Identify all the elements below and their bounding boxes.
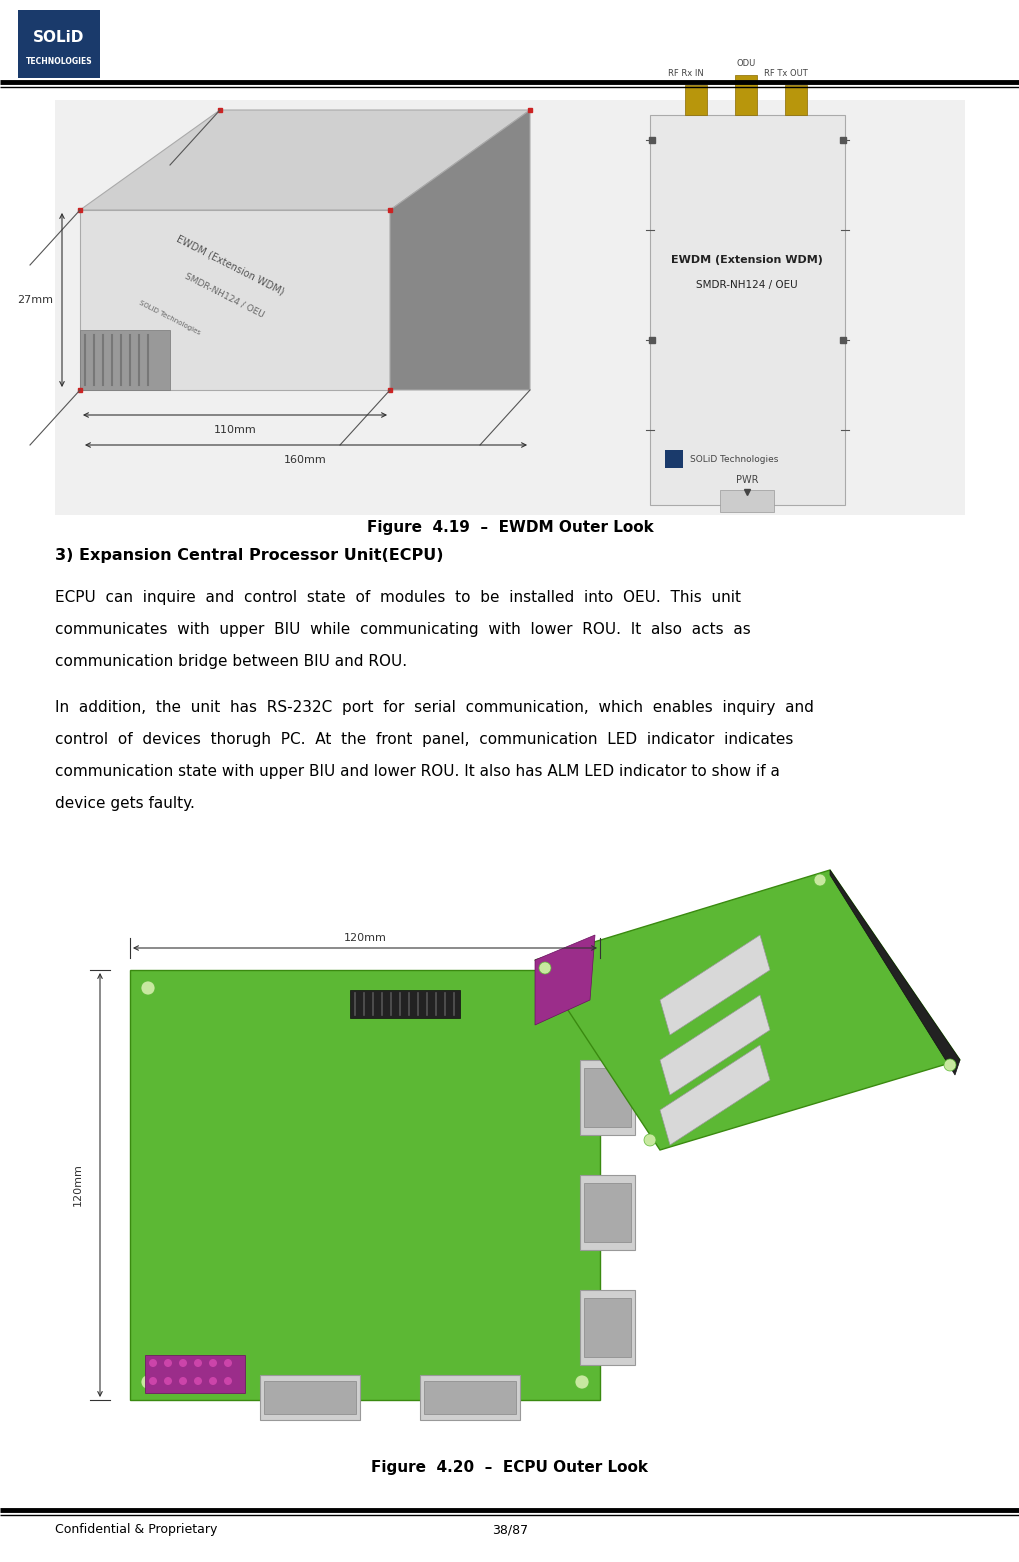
Polygon shape [659, 1045, 769, 1145]
Bar [264, 1381, 356, 1414]
Circle shape [141, 981, 155, 995]
Text: RF Rx IN: RF Rx IN [667, 69, 703, 78]
Bar [719, 490, 773, 512]
Text: device gets faulty.: device gets faulty. [55, 797, 195, 811]
Circle shape [538, 962, 550, 975]
Bar [685, 84, 706, 116]
Polygon shape [535, 936, 594, 1025]
Text: Figure  4.20  –  ECPU Outer Look: Figure 4.20 – ECPU Outer Look [371, 1460, 648, 1475]
Polygon shape [829, 870, 959, 1075]
Bar [350, 990, 460, 1018]
Circle shape [178, 1359, 186, 1367]
Circle shape [575, 981, 588, 995]
Text: EWDM (Extension WDM): EWDM (Extension WDM) [174, 233, 285, 297]
Bar [584, 1068, 631, 1128]
Circle shape [164, 1378, 172, 1385]
Circle shape [149, 1359, 157, 1367]
Circle shape [813, 875, 825, 886]
Polygon shape [389, 109, 530, 390]
Polygon shape [129, 970, 599, 1400]
Circle shape [141, 1375, 155, 1389]
Text: SMDR-NH124 / OEU: SMDR-NH124 / OEU [183, 272, 266, 319]
Text: 3) Expansion Central Processor Unit(ECPU): 3) Expansion Central Processor Unit(ECPU… [55, 548, 443, 562]
Bar [79, 330, 170, 390]
Circle shape [194, 1378, 202, 1385]
Text: communicates  with  upper  BIU  while  communicating  with  lower  ROU.  It  als: communicates with upper BIU while commun… [55, 622, 750, 637]
Circle shape [643, 1134, 655, 1147]
Bar [580, 1175, 635, 1250]
Text: SOLiD Technologies: SOLiD Technologies [689, 455, 777, 464]
Polygon shape [79, 109, 530, 209]
Text: In  addition,  the  unit  has  RS-232C  port  for  serial  communication,  which: In addition, the unit has RS-232C port f… [55, 700, 813, 715]
Bar [664, 450, 683, 469]
Circle shape [164, 1359, 172, 1367]
Bar [785, 84, 806, 116]
Bar [649, 116, 844, 505]
Text: 120mm: 120mm [343, 933, 386, 943]
Polygon shape [79, 209, 389, 390]
Text: TECHNOLOGIES: TECHNOLOGIES [25, 56, 93, 66]
Bar [584, 1182, 631, 1242]
Bar [18, 9, 100, 78]
Text: 38/87: 38/87 [491, 1523, 528, 1537]
Text: ECPU  can  inquire  and  control  state  of  modules  to  be  installed  into  O: ECPU can inquire and control state of mo… [55, 590, 740, 604]
Circle shape [575, 1375, 588, 1389]
Circle shape [178, 1378, 186, 1385]
Text: ODU: ODU [736, 59, 755, 69]
Text: communication state with upper BIU and lower ROU. It also has ALM LED indicator : communication state with upper BIU and l… [55, 764, 780, 779]
Circle shape [149, 1378, 157, 1385]
Bar [55, 940, 964, 1445]
Circle shape [943, 1059, 955, 1072]
Polygon shape [659, 995, 769, 1095]
Text: PWR: PWR [735, 475, 757, 484]
Circle shape [209, 1359, 217, 1367]
Bar [260, 1375, 360, 1420]
Text: SOLiD: SOLiD [34, 30, 85, 45]
Bar [55, 100, 964, 515]
Bar [735, 75, 756, 116]
Text: communication bridge between BIU and ROU.: communication bridge between BIU and ROU… [55, 654, 407, 669]
Text: EWDM (Extension WDM): EWDM (Extension WDM) [671, 255, 822, 266]
Circle shape [209, 1378, 217, 1385]
Text: RF Tx OUT: RF Tx OUT [763, 69, 807, 78]
Text: SOLID Technologies: SOLID Technologies [139, 300, 202, 336]
Bar [580, 1061, 635, 1136]
Bar [424, 1381, 516, 1414]
Text: Figure  4.19  –  EWDM Outer Look: Figure 4.19 – EWDM Outer Look [366, 520, 653, 536]
Circle shape [194, 1359, 202, 1367]
Circle shape [224, 1359, 231, 1367]
Polygon shape [659, 936, 769, 1036]
Bar [584, 1298, 631, 1357]
Bar [580, 1290, 635, 1365]
Text: 160mm: 160mm [283, 455, 326, 465]
Text: SMDR-NH124 / OEU: SMDR-NH124 / OEU [696, 280, 797, 291]
Text: 120mm: 120mm [73, 1164, 83, 1206]
Text: 110mm: 110mm [213, 425, 256, 434]
Bar [420, 1375, 520, 1420]
Text: control  of  devices  thorugh  PC.  At  the  front  panel,  communication  LED  : control of devices thorugh PC. At the fr… [55, 733, 793, 747]
Bar [145, 1354, 245, 1393]
Polygon shape [535, 870, 959, 1150]
Circle shape [224, 1378, 231, 1385]
Text: Confidential & Proprietary: Confidential & Proprietary [55, 1523, 217, 1537]
Bar [129, 970, 599, 1400]
Text: 27mm: 27mm [17, 295, 53, 305]
